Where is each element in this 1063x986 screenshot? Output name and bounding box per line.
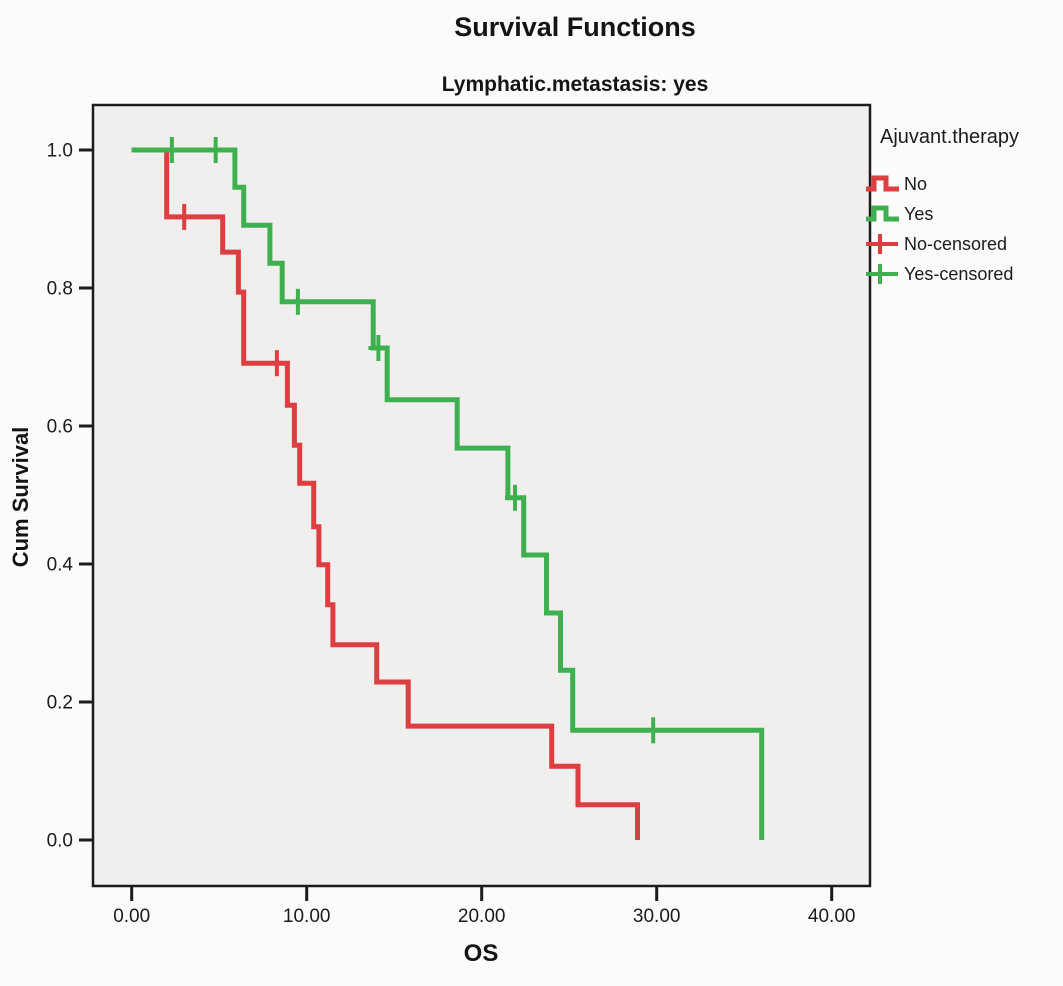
legend-title: Ajuvant.therapy (880, 126, 1019, 148)
y-tick-label: 1.0 (47, 141, 73, 162)
legend: Ajuvant.therapy No Yes No-censored (864, 126, 1019, 293)
y-tick-label: 0.6 (47, 417, 73, 438)
legend-item-label: No-censored (904, 233, 1008, 254)
step-line-red-icon (866, 175, 899, 192)
chart-title: Survival Functions (454, 12, 696, 42)
step-line-green-icon (866, 205, 899, 222)
y-tick-label: 0.0 (47, 831, 73, 852)
legend-item-label: Yes-censored (904, 263, 1014, 284)
survival-curve-no (131, 147, 640, 840)
survival-curve-yes (131, 147, 765, 840)
legend-item-no-censored: No-censored (864, 233, 1019, 255)
y-axis-label: Cum Survival (8, 426, 33, 568)
plot-frame (91, 103, 872, 888)
y-tick-label: 0.2 (47, 693, 73, 714)
x-tick-label: 20.00 (458, 906, 506, 927)
chart-subtitle: Lymphatic.metastasis: yes (441, 73, 709, 96)
plus-red-icon (866, 234, 898, 254)
legend-item-yes-censored: Yes-censored (864, 263, 1019, 285)
legend-item-label: No (904, 173, 928, 194)
legend-item-yes: Yes (864, 203, 1019, 225)
x-axis-label: OS (463, 940, 499, 967)
y-tick-label: 0.8 (47, 279, 73, 300)
x-tick-label: 10.00 (283, 906, 331, 927)
y-tick-label: 0.4 (47, 555, 74, 576)
x-tick-label: 40.00 (808, 906, 856, 927)
legend-item-no: No (864, 173, 1019, 195)
x-tick-label: 30.00 (633, 906, 681, 927)
legend-item-label: Yes (904, 203, 934, 224)
plus-green-icon (866, 264, 898, 284)
x-tick-label: 0.00 (113, 906, 150, 927)
